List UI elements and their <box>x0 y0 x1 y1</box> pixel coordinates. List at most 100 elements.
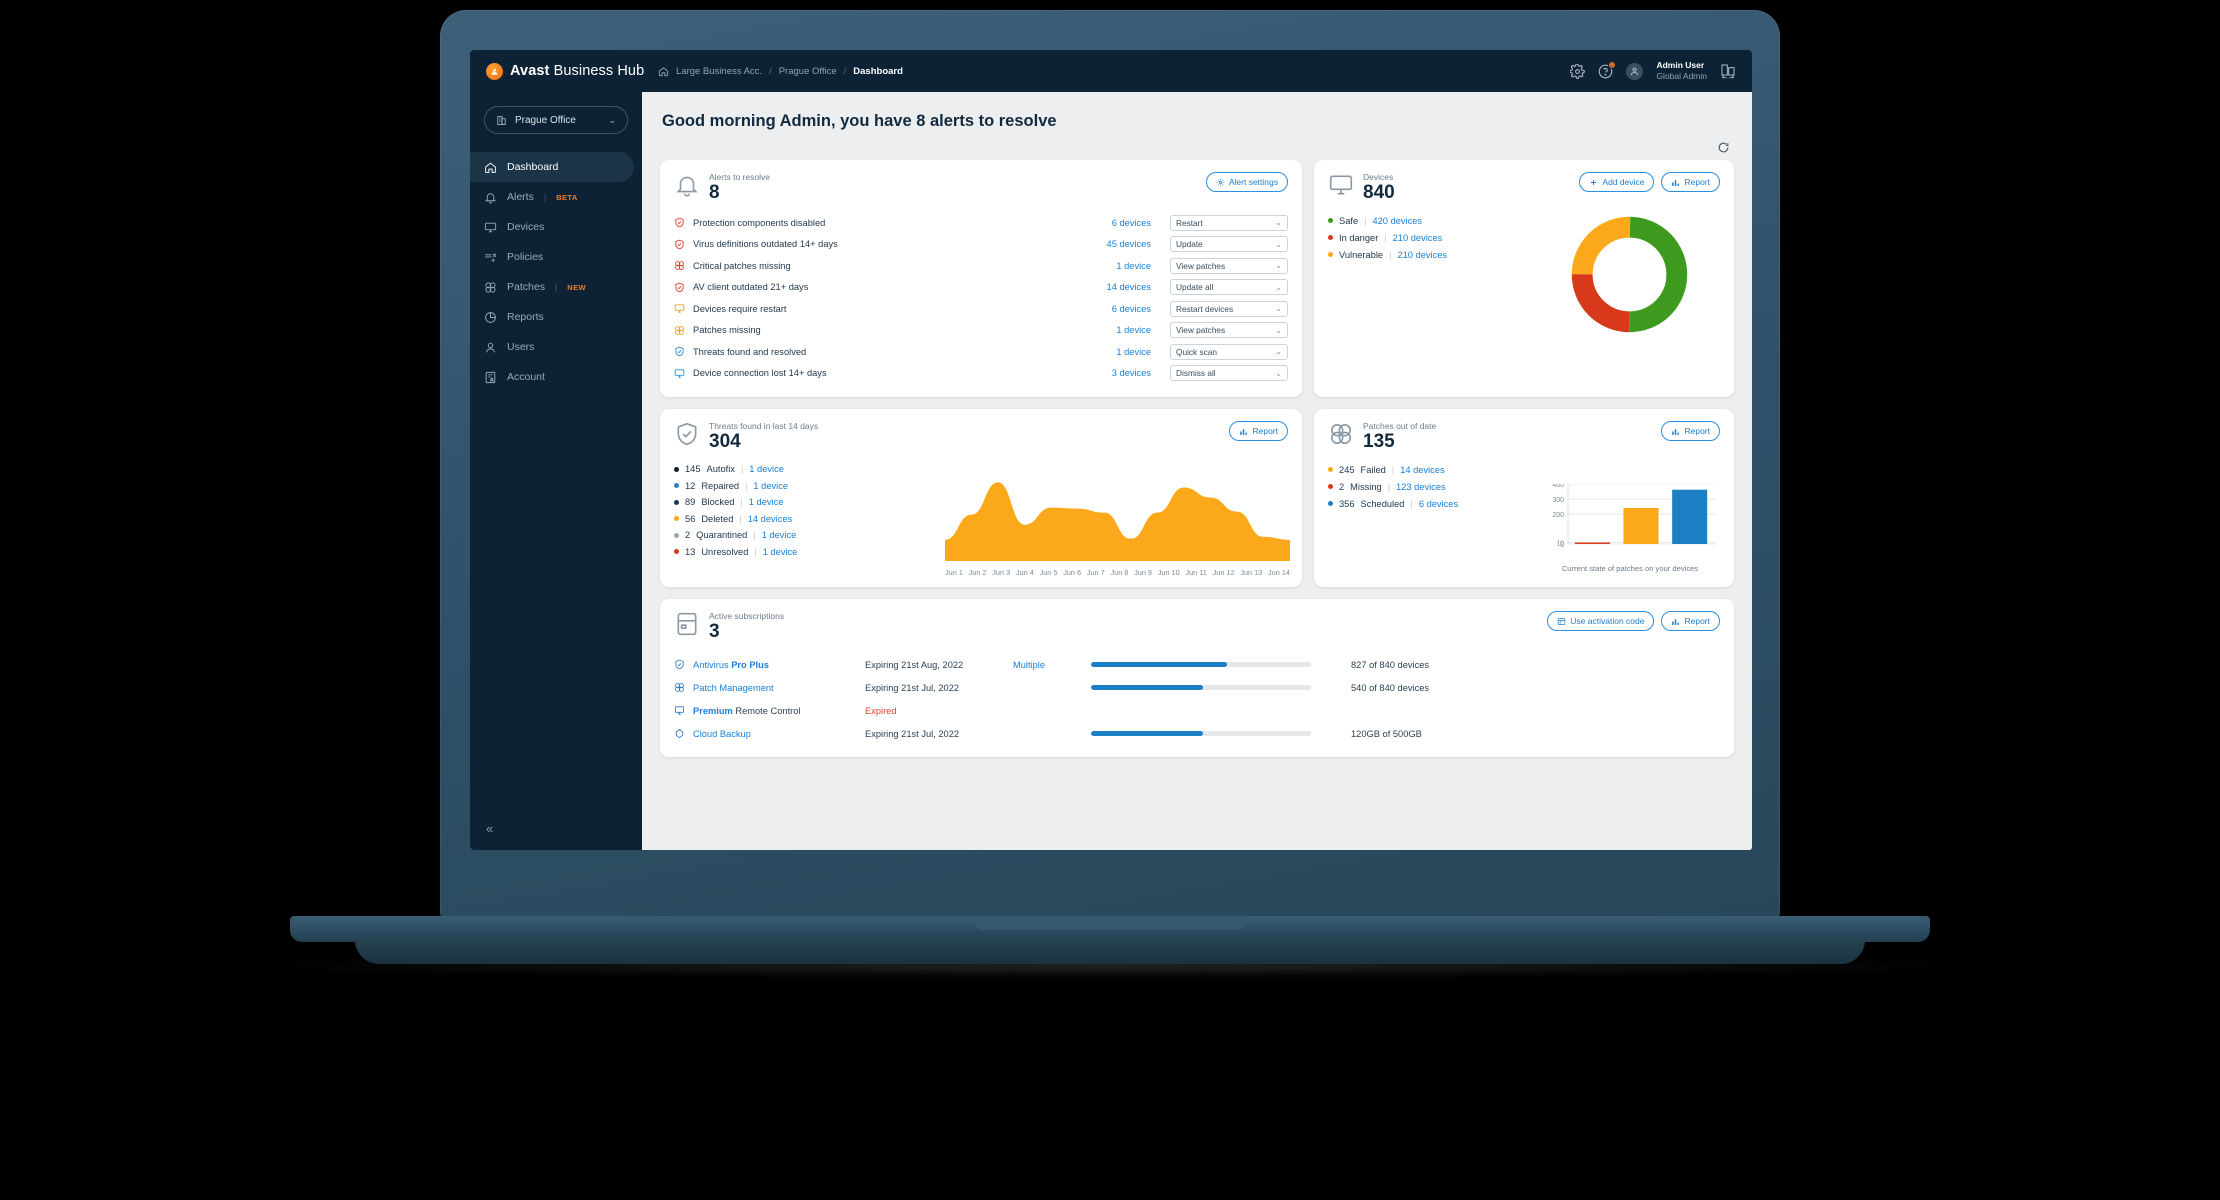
bar-scheduled <box>1672 489 1708 544</box>
subscription-quantity: 540 of 840 devices <box>1351 682 1430 693</box>
user-info[interactable]: Admin User Global Admin <box>1656 60 1707 81</box>
subscriptions-card-titles: Active subscriptions 3 <box>709 611 784 641</box>
legend-value[interactable]: 1 device <box>762 546 798 557</box>
divider: | <box>740 464 744 475</box>
alert-row[interactable]: Device connection lost 14+ days 3 devices… <box>674 363 1288 385</box>
divider: | <box>739 513 742 524</box>
subscription-name[interactable]: Cloud Backup <box>693 728 751 739</box>
alert-device-count[interactable]: 45 devices <box>1106 239 1151 250</box>
sidebar-item-label: Devices <box>507 221 545 233</box>
legend-count: 12 <box>685 480 696 491</box>
legend-item: 356 Scheduled | 6 devices <box>1328 495 1720 512</box>
breadcrumb-item-0[interactable]: Large Business Acc. <box>676 65 763 77</box>
alert-row[interactable]: AV client outdated 21+ days 14 devices Upd… <box>674 277 1288 299</box>
sidebar-item-reports[interactable]: Reports <box>470 302 634 332</box>
sidebar-item-policies[interactable]: Policies <box>470 242 634 272</box>
brand-logo-area[interactable]: Avast Business Hub <box>486 62 646 80</box>
use-activation-code-button[interactable]: Use activation code <box>1547 611 1655 631</box>
alert-row[interactable]: Critical patches missing 1 device View pat… <box>674 255 1288 277</box>
alert-row[interactable]: Threats found and resolved 1 device Quick … <box>674 341 1288 363</box>
monitor-blue-icon <box>674 368 685 379</box>
patch-icon <box>484 281 497 294</box>
patches-card-value: 135 <box>1363 431 1395 452</box>
alert-action-select[interactable]: Quick scan ⌄ <box>1170 343 1288 360</box>
alert-action-select[interactable]: Restart devices ⌄ <box>1170 300 1288 317</box>
threats-report-button[interactable]: Report <box>1229 421 1288 441</box>
legend-count: 56 <box>685 513 696 524</box>
alert-row[interactable]: Protection components disabled 6 devices R… <box>674 212 1288 234</box>
gear-icon[interactable] <box>1569 62 1586 79</box>
subscription-name[interactable]: Premium Remote Control <box>693 705 801 716</box>
patches-report-button[interactable]: Report <box>1661 421 1720 441</box>
sidebar-item-account[interactable]: Account <box>470 362 634 392</box>
threats-area-svg <box>945 482 1290 561</box>
refresh-icon[interactable] <box>1717 141 1730 154</box>
alert-action-select[interactable]: View patches ⌄ <box>1170 322 1288 339</box>
add-device-button[interactable]: Add device <box>1579 172 1655 192</box>
alert-row[interactable]: Patches missing 1 device View patches ⌄ <box>674 320 1288 342</box>
legend-item: Vulnerable | 210 devices <box>1328 246 1720 263</box>
legend-color-dot <box>1328 252 1333 257</box>
breadcrumb-item-1[interactable]: Prague Office <box>778 65 837 77</box>
subscriptions-report-button[interactable]: Report <box>1661 611 1720 631</box>
y-axis-tick: 200 <box>1552 512 1564 519</box>
shield-red-icon <box>674 217 685 228</box>
legend-value[interactable]: 123 devices <box>1396 481 1446 492</box>
collapse-sidebar-button[interactable]: « <box>486 821 494 836</box>
legend-value[interactable]: 210 devices <box>1392 232 1443 243</box>
threats-card-actions: Report <box>1229 421 1288 441</box>
alert-action-select[interactable]: Restart ⌄ <box>1170 214 1288 231</box>
sidebar-item-users[interactable]: Users <box>470 332 634 362</box>
alert-row[interactable]: Devices require restart 6 devices Restart … <box>674 298 1288 320</box>
legend-color-dot <box>1328 235 1333 240</box>
page-title: Good morning Admin, you have 8 alerts to… <box>662 112 1057 130</box>
alert-action-select[interactable]: Dismiss all ⌄ <box>1170 365 1288 382</box>
alert-settings-button[interactable]: Alert settings <box>1205 172 1288 192</box>
alert-action-select[interactable]: Update all ⌄ <box>1170 279 1288 296</box>
alert-action-select[interactable]: View patches ⌄ <box>1170 257 1288 274</box>
legend-value[interactable]: 14 devices <box>747 513 793 524</box>
legend-item: In danger | 210 devices <box>1328 229 1720 246</box>
patches-card-label: Patches out of date <box>1363 421 1437 431</box>
sidebar-item-dashboard[interactable]: Dashboard <box>470 152 634 182</box>
devices-report-button[interactable]: Report <box>1661 172 1720 192</box>
legend-value[interactable]: 1 device <box>749 464 784 475</box>
switch-company-icon[interactable] <box>1720 63 1736 79</box>
subscription-name[interactable]: Patch Management <box>693 682 774 693</box>
legend-color-dot <box>1328 467 1333 472</box>
alert-device-count[interactable]: 3 devices <box>1111 368 1151 379</box>
alert-action-select[interactable]: Update ⌄ <box>1170 236 1288 253</box>
alert-device-count[interactable]: 6 devices <box>1111 303 1151 314</box>
alert-device-count[interactable]: 1 device <box>1116 325 1151 336</box>
avatar[interactable] <box>1626 62 1644 80</box>
legend-value[interactable]: 1 device <box>753 480 789 491</box>
devices-report-label: Report <box>1684 177 1710 187</box>
divider: | <box>554 282 558 292</box>
legend-value[interactable]: 1 device <box>761 530 797 541</box>
alert-device-count[interactable]: 14 devices <box>1106 282 1151 293</box>
legend-label: Safe <box>1339 215 1359 226</box>
sidebar-item-devices[interactable]: Devices <box>470 212 634 242</box>
alert-device-count[interactable]: 1 device <box>1116 260 1151 271</box>
legend-color-dot <box>674 466 679 472</box>
office-selector[interactable]: Prague Office ⌄ <box>484 106 628 134</box>
alert-row[interactable]: Virus definitions outdated 14+ days 45 de… <box>674 234 1288 256</box>
patch-orange-icon <box>674 325 685 336</box>
sidebar-item-patches[interactable]: Patches | NEW <box>470 272 634 302</box>
alert-device-count[interactable]: 6 devices <box>1111 217 1151 228</box>
legend-item: 2 Missing | 123 devices <box>1328 478 1720 495</box>
legend-value[interactable]: 1 device <box>748 497 784 508</box>
help-circle-icon[interactable] <box>1598 60 1617 79</box>
home-icon[interactable] <box>658 66 669 77</box>
legend-value[interactable]: 210 devices <box>1397 249 1448 260</box>
x-axis-tick: Jun 5 <box>1039 568 1058 577</box>
sidebar-item-alerts[interactable]: Alerts | BETA <box>470 182 634 212</box>
subscription-name[interactable]: Antivirus Pro Plus <box>693 659 769 670</box>
legend-value[interactable]: 6 devices <box>1418 498 1459 509</box>
alert-device-count[interactable]: 1 device <box>1116 346 1151 357</box>
x-axis-tick: Jun 2 <box>968 568 987 577</box>
subscription-extra[interactable]: Multiple <box>1013 659 1046 670</box>
subscription-expiry: Expiring 21st Jul, 2022 <box>865 728 960 739</box>
legend-value[interactable]: 420 devices <box>1372 215 1423 226</box>
legend-value[interactable]: 14 devices <box>1400 464 1445 475</box>
